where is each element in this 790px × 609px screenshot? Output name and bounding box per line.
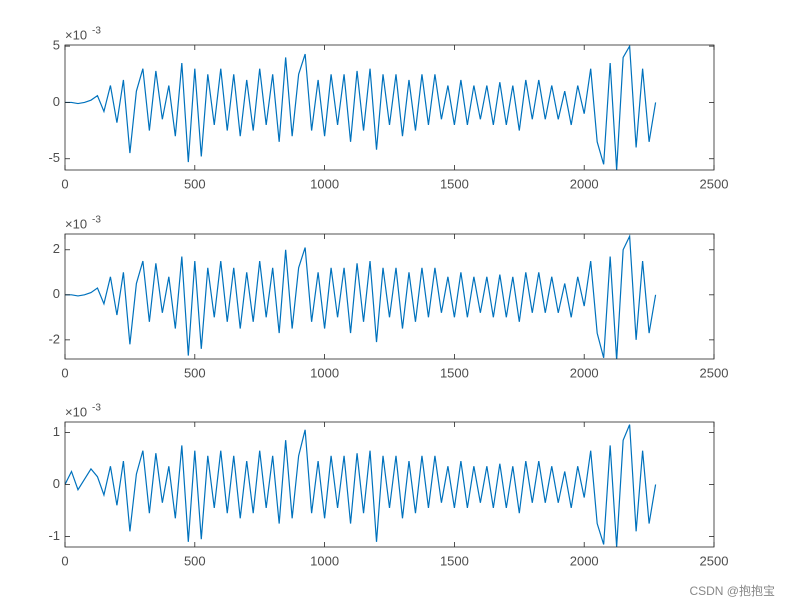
x-tick-label: 500 [184, 365, 206, 380]
axes-box [64, 233, 715, 360]
plot-lines [65, 424, 657, 547]
y-tick-label: 0 [53, 94, 60, 109]
x-tick-label: 1000 [310, 553, 339, 568]
y-tick-label: 1 [53, 424, 60, 439]
x-tick-label: 2500 [700, 553, 729, 568]
data-line [65, 424, 657, 547]
watermark: CSDN @抱抱宝 [689, 583, 775, 598]
y-tick-label: -5 [48, 150, 60, 165]
x-tick-label: 2500 [700, 176, 729, 191]
plot-area [65, 234, 714, 359]
y-tick-label: 2 [53, 241, 60, 256]
x-tick-label: 0 [61, 365, 68, 380]
axes-box [64, 44, 715, 171]
y-tick-label: 0 [53, 476, 60, 491]
y-tick-label: -1 [48, 528, 60, 543]
x-tick-label: 2500 [700, 365, 729, 380]
plot-area [65, 422, 714, 547]
y-tick-label: 0 [53, 286, 60, 301]
x-tick-label: 2000 [570, 553, 599, 568]
data-line [65, 234, 657, 359]
x-tick-label: 1500 [440, 365, 469, 380]
y-multiplier: ×10 [65, 27, 87, 42]
y-exponent: -3 [92, 26, 101, 37]
x-tick-label: 2000 [570, 176, 599, 191]
plot-lines [65, 45, 657, 170]
x-tick-label: 2000 [570, 365, 599, 380]
x-tick-label: 1500 [440, 553, 469, 568]
y-tick-label: -2 [48, 331, 60, 346]
plot-area [65, 45, 714, 170]
y-exponent: -3 [92, 403, 101, 414]
y-exponent: -3 [92, 215, 101, 226]
x-tick-label: 500 [184, 553, 206, 568]
x-tick-label: 0 [61, 553, 68, 568]
y-multiplier: ×10 [65, 404, 87, 419]
x-tick-label: 0 [61, 176, 68, 191]
x-tick-label: 1000 [310, 176, 339, 191]
y-multiplier: ×10 [65, 216, 87, 231]
plot-lines [65, 234, 657, 359]
x-tick-label: 1500 [440, 176, 469, 191]
x-tick-label: 1000 [310, 365, 339, 380]
data-line [65, 45, 657, 170]
x-tick-label: 500 [184, 176, 206, 191]
y-tick-label: 5 [53, 38, 60, 53]
